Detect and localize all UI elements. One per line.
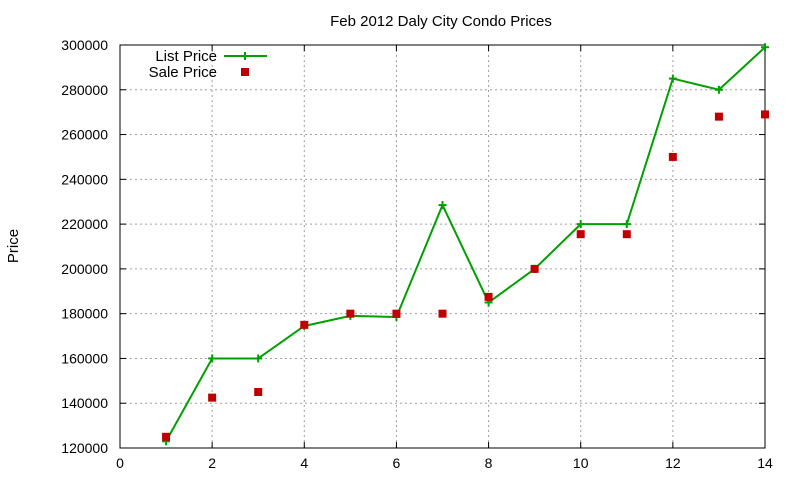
legend-sample-sale-marker bbox=[241, 68, 249, 76]
y-tick-label: 120000 bbox=[61, 440, 108, 456]
y-tick-label: 140000 bbox=[61, 395, 108, 411]
series-marks bbox=[162, 43, 769, 446]
list-price-line bbox=[165, 46, 766, 442]
y-tick-label: 220000 bbox=[61, 216, 108, 232]
sale-price-point bbox=[761, 110, 769, 119]
sale-price-point bbox=[484, 292, 493, 301]
sale-price-point bbox=[622, 230, 631, 239]
y-tick-label: 300000 bbox=[61, 37, 108, 53]
legend-label-list-price: List Price bbox=[155, 48, 217, 65]
y-tick-label: 260000 bbox=[61, 127, 108, 143]
sale-price-point bbox=[530, 264, 539, 273]
list-price-point bbox=[761, 43, 769, 52]
sale-price-point bbox=[346, 309, 355, 318]
grid-lines bbox=[120, 45, 765, 448]
chart-title: Feb 2012 Daly City Condo Prices bbox=[330, 13, 552, 30]
x-tick-label: 12 bbox=[665, 455, 681, 471]
y-tick-label: 280000 bbox=[61, 82, 108, 98]
plot-frame bbox=[119, 44, 766, 449]
y-axis-label: Price bbox=[5, 229, 22, 263]
sale-price-point bbox=[208, 393, 217, 402]
y-tick-label: 180000 bbox=[61, 306, 108, 322]
sale-price-point bbox=[162, 432, 171, 441]
list-price-point bbox=[576, 220, 585, 229]
list-price-point bbox=[668, 74, 677, 83]
x-tick-label: 10 bbox=[573, 455, 589, 471]
x-tick-label: 2 bbox=[208, 455, 216, 471]
sale-price-point bbox=[254, 388, 263, 397]
x-tick-label: 0 bbox=[116, 455, 124, 471]
list-price-point bbox=[438, 201, 447, 210]
x-tick-label: 8 bbox=[485, 455, 493, 471]
axis-ticks: 0 2 4 6 8 10 12 14 120000 140000 160000 180000 20000… bbox=[61, 37, 773, 471]
y-tick-label: 240000 bbox=[61, 171, 108, 187]
sale-price-point bbox=[576, 230, 585, 239]
list-price-point bbox=[208, 354, 217, 363]
y-tick-label: 160000 bbox=[61, 350, 108, 366]
legend: List Price Sale Price bbox=[149, 48, 267, 81]
sale-price-point bbox=[300, 320, 309, 329]
legend-label-sale-price: Sale Price bbox=[149, 64, 217, 81]
list-price-point bbox=[714, 85, 723, 94]
y-tick-label: 200000 bbox=[61, 261, 108, 277]
x-tick-label: 6 bbox=[393, 455, 401, 471]
list-price-point bbox=[254, 354, 263, 363]
sale-price-point bbox=[714, 112, 723, 121]
x-tick-label: 14 bbox=[757, 455, 773, 471]
list-price-point bbox=[622, 220, 631, 229]
sale-price-point bbox=[438, 309, 447, 318]
x-tick-label: 4 bbox=[300, 455, 308, 471]
sale-price-point bbox=[392, 309, 401, 318]
sale-price-point bbox=[668, 152, 677, 161]
